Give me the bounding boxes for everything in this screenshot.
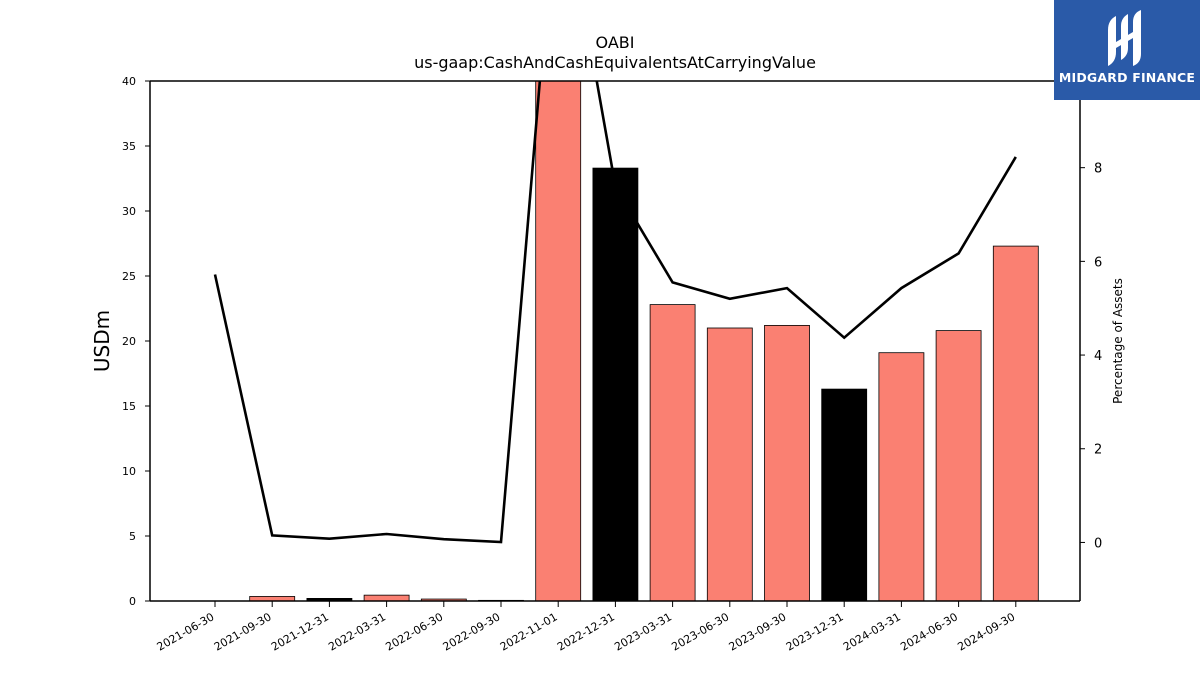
y-tick-label: 15 xyxy=(122,400,136,413)
y-tick-label: 30 xyxy=(122,205,136,218)
bar-2023-03-31 xyxy=(649,304,696,601)
y2-tick-label: 6 xyxy=(1094,255,1102,270)
x-tick-label: 2023-09-30 xyxy=(727,610,789,653)
bar-2023-06-30 xyxy=(706,327,753,601)
x-tick-label: 2022-11-01 xyxy=(498,610,560,653)
x-tick-label: 2021-09-30 xyxy=(212,610,274,653)
y-tick-label: 5 xyxy=(129,530,136,543)
bar-2023-12-31 xyxy=(821,388,868,601)
y-tick-label: 10 xyxy=(122,465,136,478)
y2-tick-label: 2 xyxy=(1094,443,1102,458)
brand-logo: MIDGARD FINANCE xyxy=(1054,0,1200,100)
bar-2024-03-31 xyxy=(878,352,925,601)
bar-2023-09-30 xyxy=(764,324,810,601)
bar-2021-09-30 xyxy=(249,596,296,601)
x-tick-label: 2022-06-30 xyxy=(383,610,445,653)
y2-tick-label: 8 xyxy=(1094,162,1102,177)
y-tick-label: 0 xyxy=(129,595,136,608)
x-tick-label: 2022-12-31 xyxy=(555,610,617,653)
y-axis-label: USDm xyxy=(90,310,114,372)
chart-title: OABI xyxy=(596,33,635,52)
y2-tick-label: 0 xyxy=(1094,536,1102,551)
y-tick-label: 25 xyxy=(122,270,136,283)
y2-tick-label: 4 xyxy=(1094,349,1102,364)
x-tick-label: 2024-03-31 xyxy=(841,610,903,653)
x-tick-label: 2021-12-31 xyxy=(269,610,331,653)
bar-2021-12-31 xyxy=(306,598,353,601)
bar-2022-11-01 xyxy=(535,81,582,601)
bar-2024-09-30 xyxy=(992,245,1039,601)
bar-series xyxy=(249,81,1039,601)
x-tick-label: 2021-06-30 xyxy=(155,610,217,653)
bar-2022-03-31 xyxy=(363,594,410,601)
bar-2022-12-31 xyxy=(592,167,639,601)
x-tick-label: 2023-03-31 xyxy=(612,610,674,653)
y-tick-label: 20 xyxy=(122,335,136,348)
x-tick-label: 2022-03-31 xyxy=(326,610,388,653)
x-tick-label: 2023-12-31 xyxy=(784,610,846,653)
x-tick-label: 2023-06-30 xyxy=(669,610,731,653)
midgard-m-logo-icon xyxy=(1108,10,1141,66)
y-tick-label: 40 xyxy=(122,75,136,88)
line-series xyxy=(213,81,1017,544)
chart-subtitle: us-gaap:CashAndCashEquivalentsAtCarrying… xyxy=(414,53,816,72)
y-tick-label: 35 xyxy=(122,140,136,153)
brand-name: MIDGARD FINANCE xyxy=(1058,70,1196,85)
bar-2024-06-30 xyxy=(935,330,982,601)
y2-axis-label: Percentage of Assets xyxy=(1111,278,1125,404)
line-path xyxy=(213,81,1017,544)
x-tick-label: 2024-09-30 xyxy=(955,610,1017,653)
x-tick-label: 2022-09-30 xyxy=(441,610,503,653)
x-tick-label: 2024-06-30 xyxy=(898,610,960,653)
